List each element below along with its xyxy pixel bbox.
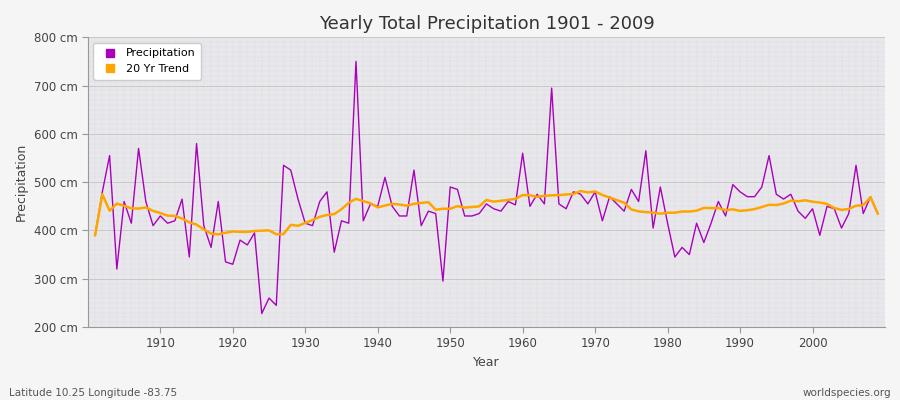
Title: Yearly Total Precipitation 1901 - 2009: Yearly Total Precipitation 1901 - 2009 — [319, 15, 654, 33]
Text: Latitude 10.25 Longitude -83.75: Latitude 10.25 Longitude -83.75 — [9, 388, 177, 398]
Legend: Precipitation, 20 Yr Trend: Precipitation, 20 Yr Trend — [94, 43, 201, 80]
Y-axis label: Precipitation: Precipitation — [15, 143, 28, 221]
Text: worldspecies.org: worldspecies.org — [803, 388, 891, 398]
X-axis label: Year: Year — [473, 356, 500, 369]
